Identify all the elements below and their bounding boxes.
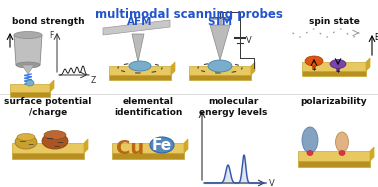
- Ellipse shape: [44, 131, 66, 140]
- Polygon shape: [103, 20, 170, 35]
- Polygon shape: [171, 62, 175, 75]
- Ellipse shape: [42, 133, 68, 149]
- Polygon shape: [336, 68, 340, 72]
- Text: molecular
energy levels: molecular energy levels: [199, 97, 267, 117]
- Polygon shape: [22, 65, 34, 74]
- Text: F: F: [50, 31, 54, 40]
- Ellipse shape: [15, 135, 37, 149]
- Text: AFM: AFM: [127, 17, 153, 27]
- Ellipse shape: [17, 134, 35, 140]
- Text: polarizability: polarizability: [301, 97, 367, 106]
- Polygon shape: [298, 161, 370, 167]
- Text: −: −: [18, 137, 26, 145]
- Ellipse shape: [16, 62, 40, 68]
- Text: −: −: [56, 139, 64, 148]
- Text: multimodal scanning probes: multimodal scanning probes: [95, 8, 283, 21]
- Text: V: V: [269, 179, 275, 187]
- Ellipse shape: [339, 151, 345, 156]
- Ellipse shape: [336, 132, 349, 152]
- Ellipse shape: [208, 60, 232, 72]
- Ellipse shape: [330, 59, 346, 68]
- Ellipse shape: [129, 61, 151, 71]
- Polygon shape: [50, 80, 54, 92]
- Text: +: +: [336, 68, 340, 73]
- Polygon shape: [84, 139, 88, 153]
- Text: surface potential
/charge: surface potential /charge: [4, 97, 92, 117]
- Polygon shape: [12, 143, 84, 153]
- Polygon shape: [302, 71, 366, 76]
- Polygon shape: [109, 75, 171, 80]
- Text: spin state: spin state: [308, 17, 359, 26]
- Polygon shape: [370, 147, 374, 161]
- Ellipse shape: [150, 137, 174, 153]
- Polygon shape: [112, 143, 184, 153]
- Polygon shape: [210, 25, 230, 60]
- Polygon shape: [251, 62, 255, 75]
- Text: elemental
identification: elemental identification: [114, 97, 182, 117]
- Polygon shape: [12, 153, 84, 159]
- Text: +: +: [311, 67, 316, 71]
- Polygon shape: [189, 75, 251, 80]
- Ellipse shape: [302, 127, 318, 153]
- Polygon shape: [366, 58, 370, 71]
- Polygon shape: [312, 66, 316, 70]
- Text: STM: STM: [208, 17, 232, 27]
- Polygon shape: [10, 84, 50, 92]
- Polygon shape: [298, 151, 370, 161]
- Polygon shape: [109, 66, 171, 75]
- Polygon shape: [184, 139, 188, 153]
- Text: V: V: [246, 36, 252, 45]
- Polygon shape: [302, 62, 366, 71]
- Polygon shape: [112, 153, 184, 159]
- Ellipse shape: [14, 31, 42, 39]
- Polygon shape: [14, 35, 42, 65]
- Ellipse shape: [307, 151, 313, 156]
- Polygon shape: [132, 34, 144, 62]
- Text: B: B: [374, 33, 378, 42]
- Text: Fe: Fe: [152, 137, 172, 153]
- Text: Z: Z: [91, 76, 96, 85]
- Ellipse shape: [305, 56, 323, 66]
- Text: bond strength: bond strength: [12, 17, 84, 26]
- Text: −: −: [53, 142, 59, 151]
- Text: −: −: [27, 140, 33, 149]
- Ellipse shape: [26, 80, 34, 86]
- Polygon shape: [10, 92, 50, 97]
- Text: Cu: Cu: [116, 139, 144, 157]
- Text: −: −: [46, 134, 54, 144]
- Polygon shape: [189, 66, 251, 75]
